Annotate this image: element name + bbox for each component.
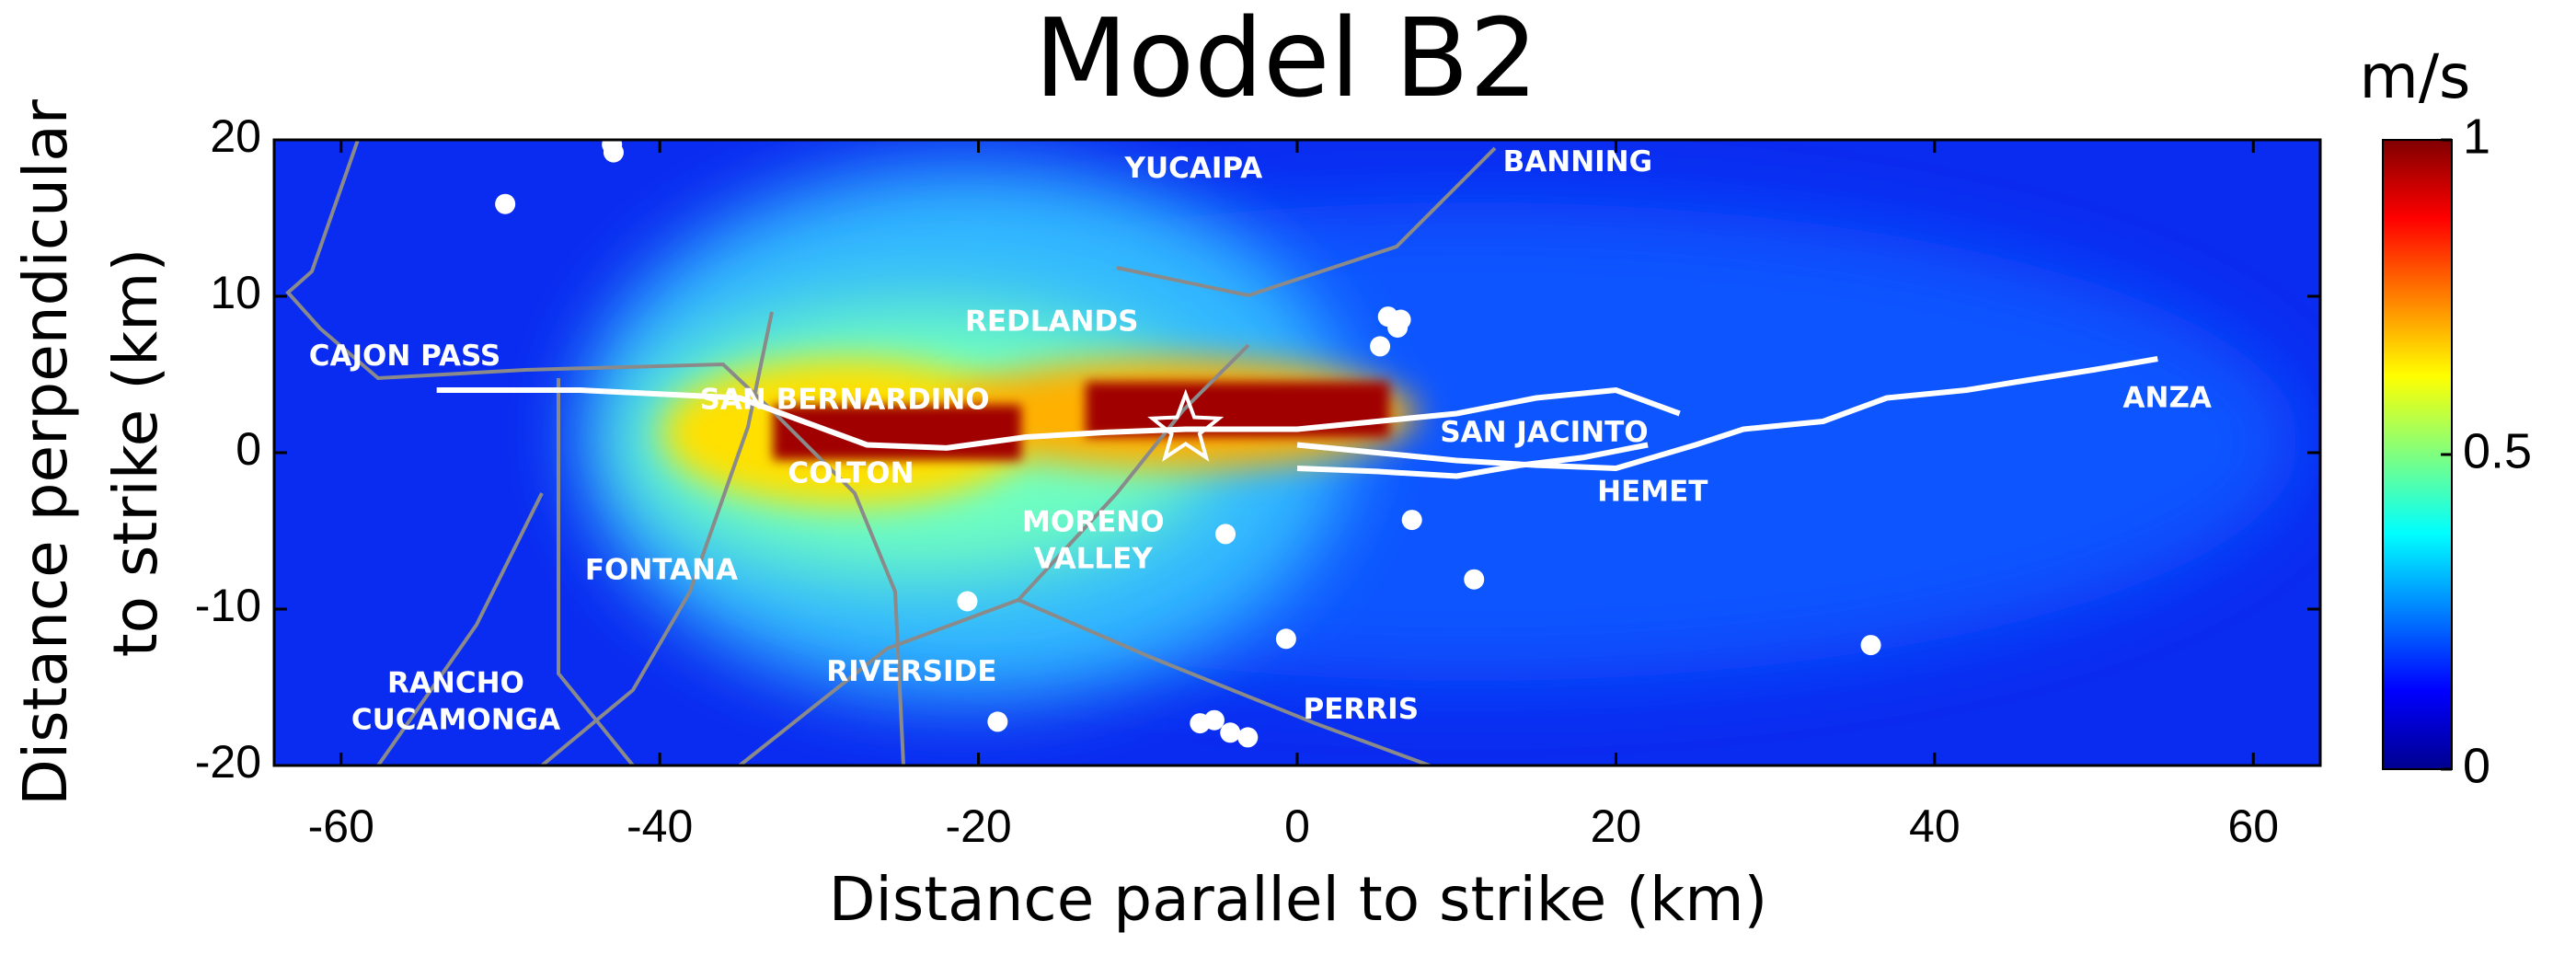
station (1860, 635, 1881, 656)
colorbar-tick-label: 1 (2463, 109, 2490, 164)
city-label: FONTANA (585, 554, 738, 587)
city-label: HEMET (1597, 476, 1708, 509)
station (1401, 510, 1422, 531)
station (1203, 709, 1225, 731)
colorbar-tick-label: 0 (2463, 738, 2490, 793)
chart-title: Model B2 (1034, 0, 1538, 121)
y-tick-label: -20 (195, 736, 261, 788)
station (1464, 569, 1485, 590)
city-label: SAN BERNARDINO (700, 383, 990, 416)
station (1237, 727, 1259, 748)
y-axis-label: to strike (km) (100, 248, 171, 657)
station (1215, 524, 1236, 545)
colorbar (2382, 139, 2453, 770)
city-label: CUCAMONGA (351, 704, 560, 737)
city-label: VALLEY (1034, 542, 1154, 575)
city-label: CAJON PASS (309, 340, 501, 373)
colorbar-label: m/s (2360, 41, 2471, 112)
y-tick-label: -10 (195, 580, 261, 631)
fault-trace (1296, 442, 1649, 479)
x-tick-label: -60 (308, 800, 374, 852)
y-tick-label: 10 (210, 267, 261, 318)
y-tick-label: 20 (210, 110, 261, 162)
station (957, 591, 978, 612)
heatmap-field: YUCAIPA BANNING REDLANDS CAJON PASS SAN BERN… (274, 140, 2320, 766)
fault-trace (1296, 356, 2158, 471)
city-label: PERRIS (1304, 693, 1420, 726)
station (1387, 317, 1409, 338)
y-axis-label: Distance perpendicular (10, 98, 81, 806)
station (495, 193, 516, 214)
city-label: MORENO (1022, 505, 1165, 538)
x-tick-label: -40 (627, 800, 693, 852)
x-tick-label: 0 (1284, 800, 1310, 852)
roads (285, 140, 1497, 766)
colorbar-tick-label: 0.5 (2463, 423, 2532, 478)
x-tick-label: 60 (2227, 800, 2279, 852)
fault-trace (436, 387, 1681, 451)
city-label: BANNING (1503, 145, 1652, 178)
city-label: COLTON (788, 456, 914, 489)
city-label: SAN JACINTO (1440, 416, 1648, 449)
station (1220, 722, 1241, 743)
city-label: YUCAIPA (1124, 152, 1263, 185)
city-label: RIVERSIDE (826, 655, 996, 688)
x-tick-label: -20 (945, 800, 1011, 852)
city-label: RANCHO (387, 667, 524, 700)
station (603, 142, 624, 163)
station (1370, 336, 1391, 357)
hypocenter (1147, 388, 1225, 462)
station (987, 711, 1008, 732)
y-tick-label: 0 (236, 423, 261, 475)
city-label: REDLANDS (965, 305, 1139, 338)
city-label: ANZA (2123, 382, 2212, 415)
x-tick-label: 20 (1591, 800, 1642, 852)
station (1275, 628, 1296, 650)
x-axis-label: Distance parallel to strike (km) (829, 864, 1768, 935)
x-tick-label: 40 (1909, 800, 1961, 852)
